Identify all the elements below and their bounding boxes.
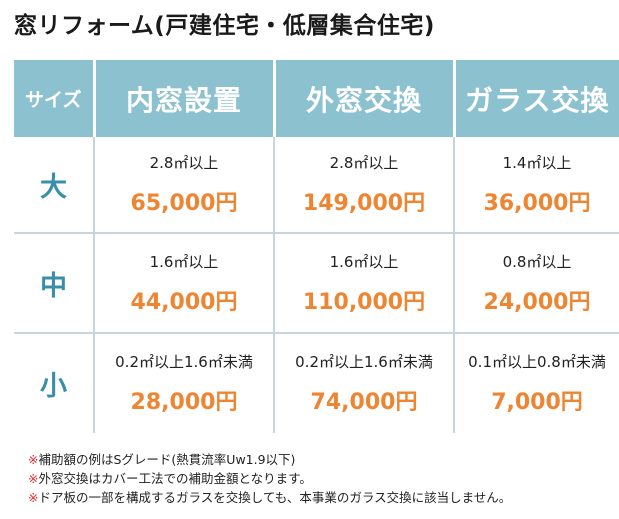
note-mark: ※ <box>28 452 39 467</box>
area-condition: 2.8㎡以上 <box>329 154 399 172</box>
subsidy-amount: 7,000円 <box>491 390 583 415</box>
area-condition: 0.2㎡以上1.6㎡未満 <box>295 353 433 371</box>
subsidy-table: サイズ 内窓設置 外窓交換 ガラス交換 大 2.8㎡以上 65,000円 2.8… <box>14 60 619 433</box>
area-condition: 0.8㎡以上 <box>502 252 572 271</box>
table-row: 小 0.2㎡以上1.6㎡未満 28,000円 0.2㎡以上1.6㎡未満 74,0… <box>14 333 619 433</box>
table-row: 中 1.6㎡以上 44,000円 1.6㎡以上 110,000円 0.8㎡以上 … <box>14 233 619 334</box>
area-condition: 2.8㎡以上 <box>149 154 219 172</box>
header-inner-window: 内窓設置 <box>94 60 276 137</box>
subsidy-amount: 44,000円 <box>130 289 238 315</box>
table-header-row: サイズ 内窓設置 外窓交換 ガラス交換 <box>14 60 619 137</box>
subsidy-amount: 28,000円 <box>130 390 238 415</box>
table-cell: 0.2㎡以上1.6㎡未満 28,000円 <box>94 333 275 433</box>
page-title: 窓リフォーム(戸建住宅・低層集合住宅) <box>14 13 435 39</box>
note-mark: ※ <box>28 471 39 486</box>
table-cell: 1.6㎡以上 110,000円 <box>274 233 455 334</box>
size-label: 小 <box>14 333 95 433</box>
subsidy-amount: 149,000円 <box>302 191 426 216</box>
table-row: 大 2.8㎡以上 65,000円 2.8㎡以上 149,000円 1.4㎡以上 … <box>14 137 619 234</box>
footnotes: ※補助額の例はSグレード(熱貫流率Uw1.9以下) ※外窓交換はカバー工法での補… <box>28 450 511 507</box>
table-cell: 0.8㎡以上 24,000円 <box>454 233 619 334</box>
table-cell: 0.2㎡以上1.6㎡未満 74,000円 <box>274 333 455 433</box>
subsidy-amount: 110,000円 <box>302 289 426 315</box>
footnote: ※補助額の例はSグレード(熱貫流率Uw1.9以下) <box>28 450 511 469</box>
subsidy-amount: 36,000円 <box>483 191 591 216</box>
area-condition: 1.6㎡以上 <box>329 252 399 271</box>
area-condition: 1.6㎡以上 <box>149 252 219 271</box>
footnote: ※外窓交換はカバー工法での補助金額となります。 <box>28 469 511 488</box>
table-cell: 1.6㎡以上 44,000円 <box>94 233 275 334</box>
header-outer-window: 外窓交換 <box>274 60 456 137</box>
size-label: 大 <box>14 137 95 234</box>
header-glass: ガラス交換 <box>454 60 619 137</box>
table-cell: 2.8㎡以上 149,000円 <box>274 137 455 234</box>
table-cell: 2.8㎡以上 65,000円 <box>94 137 275 234</box>
footnote-text: 補助額の例はSグレード(熱貫流率Uw1.9以下) <box>38 452 296 467</box>
table-cell: 0.1㎡以上0.8㎡未満 7,000円 <box>454 333 619 433</box>
area-condition: 0.1㎡以上0.8㎡未満 <box>468 353 606 371</box>
subsidy-amount: 65,000円 <box>130 191 238 216</box>
size-label: 中 <box>14 233 95 334</box>
note-mark: ※ <box>28 490 39 505</box>
footnote: ※ドア板の一部を構成するガラスを交換しても、本事業のガラス交換に該当しません。 <box>28 488 511 507</box>
area-condition: 1.4㎡以上 <box>502 154 572 172</box>
header-size: サイズ <box>14 60 96 137</box>
footnote-text: 外窓交換はカバー工法での補助金額となります。 <box>38 471 312 486</box>
subsidy-amount: 24,000円 <box>483 289 591 315</box>
subsidy-amount: 74,000円 <box>310 390 418 415</box>
area-condition: 0.2㎡以上1.6㎡未満 <box>115 353 253 371</box>
footnote-text: ドア板の一部を構成するガラスを交換しても、本事業のガラス交換に該当しません。 <box>38 490 512 505</box>
table-cell: 1.4㎡以上 36,000円 <box>454 137 619 234</box>
